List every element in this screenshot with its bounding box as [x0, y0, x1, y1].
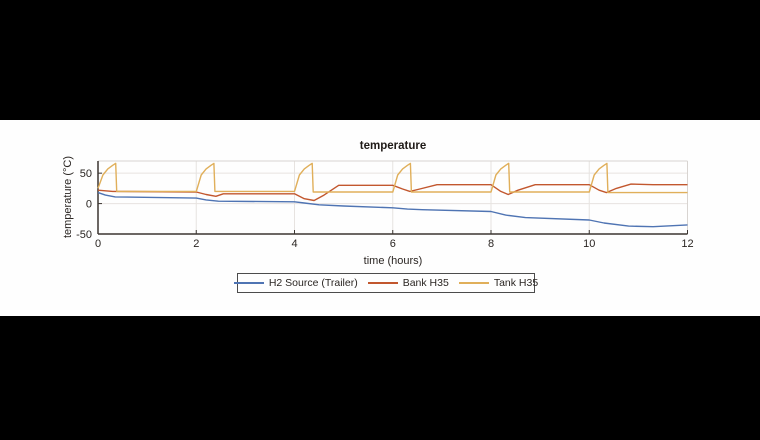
y-tick-label: -50: [76, 229, 92, 241]
legend-label-h2-source: H2 Source (Trailer): [268, 277, 358, 289]
legend-item-bank-h35: Bank H35: [367, 277, 449, 289]
x-tick-label: 6: [390, 238, 396, 250]
series-line-tank-h35: [97, 162, 688, 194]
legend-line-bank-h35-icon: [367, 282, 398, 284]
x-tick-label: 10: [583, 238, 595, 250]
legend-label-tank-h35: Tank H35: [493, 277, 539, 289]
legend: H2 Source (Trailer) Bank H35 Tank H35: [233, 273, 539, 293]
y-axis-label: temperature (°C): [62, 155, 74, 239]
series-line-h2-source-trailer: [97, 191, 688, 228]
x-tick-label: 0: [95, 238, 101, 250]
x-tick-label: 2: [193, 238, 199, 250]
x-tick-label: 8: [488, 238, 494, 250]
series-line-bank-h35: [97, 183, 688, 202]
legend-item-tank-h35: Tank H35: [458, 277, 539, 289]
legend-label-bank-h35: Bank H35: [402, 277, 449, 289]
y-tick-label: 0: [86, 199, 92, 211]
x-tick-label: 12: [681, 238, 693, 250]
legend-line-h2-source-icon: [233, 282, 264, 284]
x-tick-label: 4: [291, 238, 297, 250]
legend-item-h2-source: H2 Source (Trailer): [233, 277, 358, 289]
x-axis-label: time (hours): [363, 255, 423, 267]
chart-title: temperature: [359, 140, 427, 152]
y-tick-label: 50: [80, 168, 92, 180]
legend-line-tank-h35-icon: [458, 282, 489, 284]
figure-panel: 0 2 4 6 8 10 12 -50 0 50 temperature temperature …: [0, 120, 760, 316]
